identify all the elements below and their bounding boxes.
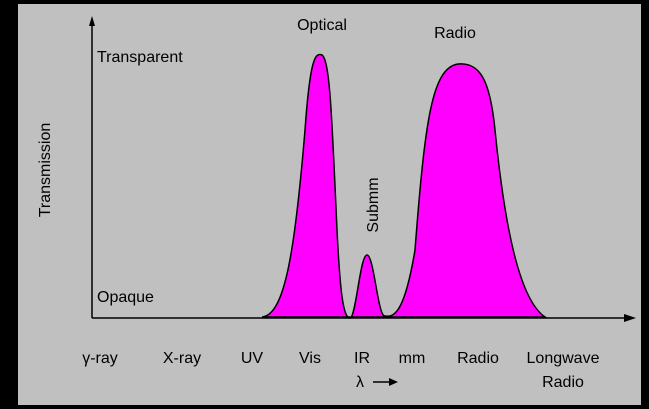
y-arrow: [89, 16, 95, 26]
submm-label: Submm: [365, 177, 382, 232]
lambda-label: λ: [356, 374, 364, 391]
x-arrow: [624, 314, 636, 322]
x-label: Radio: [457, 350, 499, 367]
x-label: X-ray: [163, 350, 201, 367]
x-label: Longwave: [527, 350, 600, 367]
lambda-arrow-head: [389, 378, 398, 386]
radio-label: Radio: [434, 25, 476, 42]
y-axis-label: Transmission: [37, 123, 54, 218]
x-label: IR: [354, 350, 370, 367]
x-label: Radio: [542, 374, 584, 391]
optical-label: Optical: [297, 17, 347, 34]
x-label: γ-ray: [82, 350, 118, 367]
x-label: mm: [399, 350, 426, 367]
x-label: Vis: [299, 350, 321, 367]
top-label: Transparent: [97, 49, 183, 66]
bottom-label: Opaque: [97, 289, 154, 306]
transmission-curve: [261, 53, 548, 319]
x-label: UV: [241, 350, 264, 367]
